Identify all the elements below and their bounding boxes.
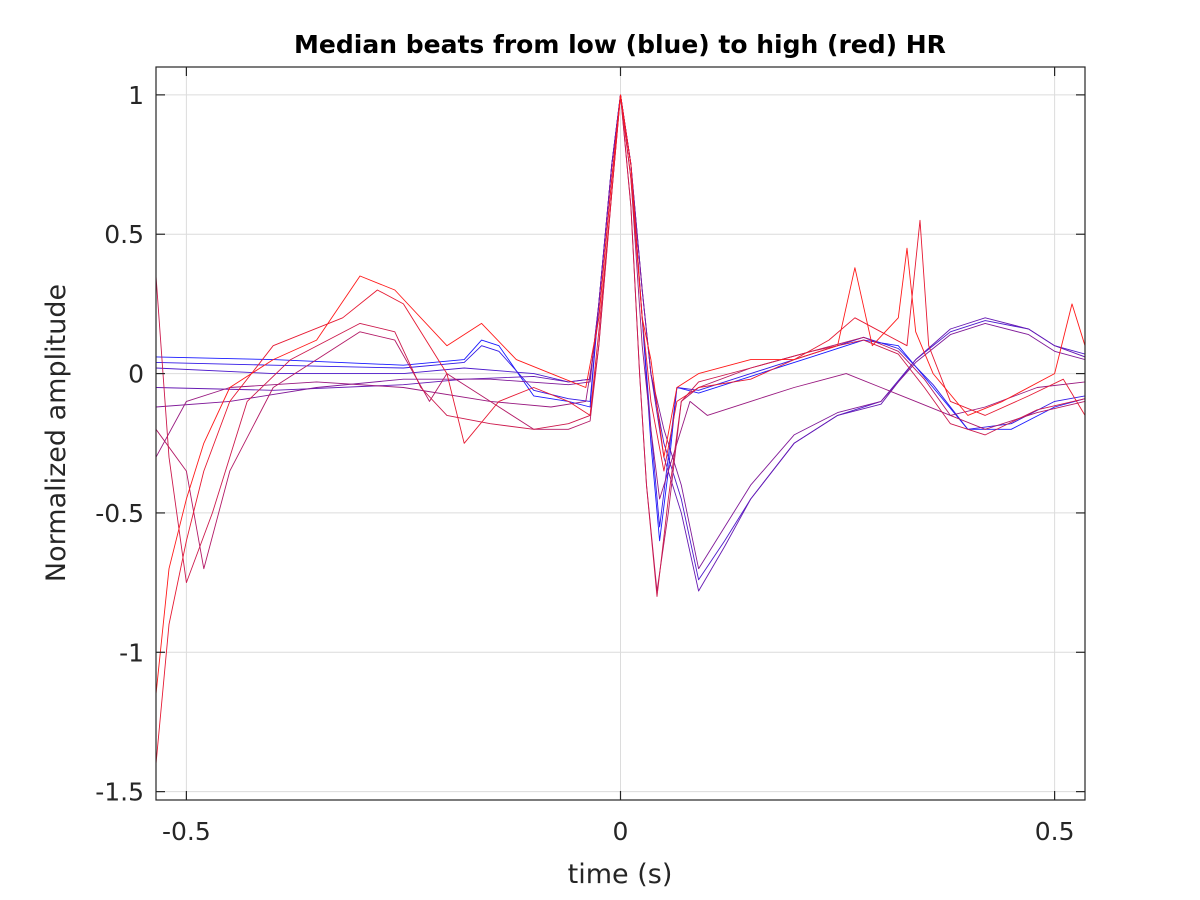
- y-tick-label: 0: [128, 360, 144, 389]
- y-axis-label: Normalized amplitude: [41, 284, 72, 582]
- grid: [156, 67, 1085, 800]
- y-tick-label: -1: [119, 638, 144, 667]
- ticks: -0.5 0 0.5 -1.5 -1 -0.5 0 0.5 1: [95, 67, 1085, 846]
- series-lines: [156, 94, 1085, 765]
- y-tick-label: 0.5: [104, 220, 144, 249]
- series-line-3: [156, 94, 1085, 581]
- series-line-5: [156, 94, 1085, 570]
- series-line-10: [156, 94, 1085, 695]
- x-tick-label: 0: [613, 817, 629, 846]
- series-line-2: [156, 94, 1085, 528]
- y-tick-label: -0.5: [95, 499, 144, 528]
- y-tick-label: 1: [128, 81, 144, 110]
- series-line-9: [156, 94, 1085, 765]
- x-tick-label: -0.5: [162, 817, 211, 846]
- y-tick-label: -1.5: [95, 778, 144, 807]
- x-axis-label: time (s): [568, 859, 673, 890]
- chart-title: Median beats from low (blue) to high (re…: [294, 30, 946, 59]
- series-line-6: [156, 94, 1085, 500]
- x-tick-label: 0.5: [1035, 817, 1075, 846]
